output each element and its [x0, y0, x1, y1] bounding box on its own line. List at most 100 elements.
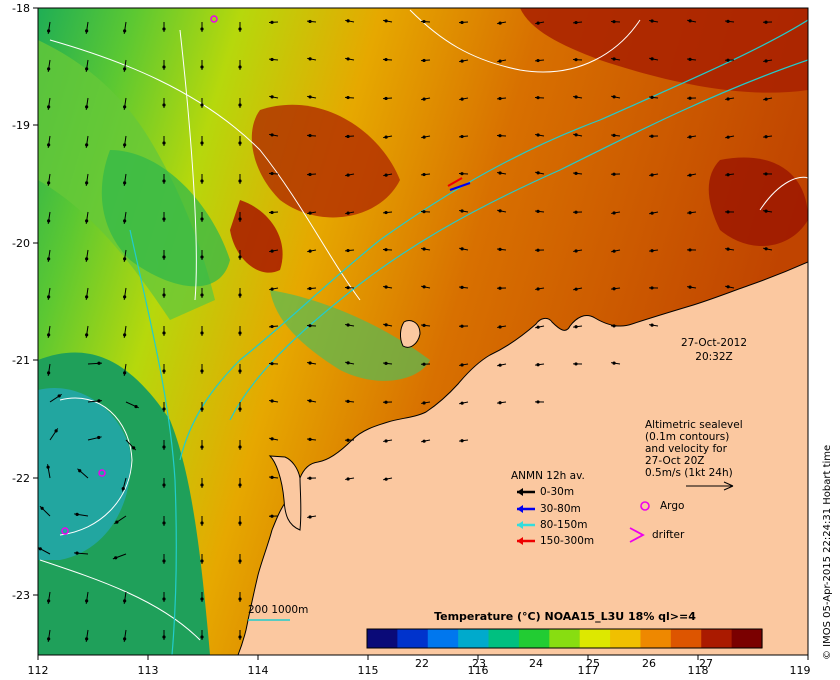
velocity-arrowhead	[726, 285, 730, 289]
x-tick-label: 119	[790, 664, 811, 677]
velocity-arrowhead	[47, 637, 51, 641]
velocity-arrowhead	[688, 248, 692, 252]
anmn-legend-item: 30-80m	[517, 503, 581, 515]
velocity-arrowhead	[308, 133, 312, 138]
velocity-arrowhead	[384, 135, 388, 139]
velocity-arrowhead	[498, 401, 502, 405]
y-tick-label: -21	[12, 354, 30, 367]
velocity-arrowhead	[308, 19, 312, 24]
velocity-arrowhead	[346, 399, 350, 403]
colorbar-tick-label: 22	[415, 657, 429, 670]
velocity-arrowhead	[422, 362, 426, 366]
velocity-arrowhead	[162, 559, 166, 563]
velocity-arrowhead	[764, 135, 768, 139]
velocity-arrowhead	[764, 172, 768, 176]
velocity-arrowhead	[460, 172, 464, 176]
altimetry-line: 0.5m/s (1kt 24h)	[645, 467, 733, 479]
velocity-arrowhead	[162, 103, 166, 107]
velocity-arrowhead	[200, 597, 204, 601]
velocity-arrowhead	[75, 551, 79, 555]
velocity-arrowhead	[47, 67, 51, 71]
velocity-arrowhead	[123, 295, 127, 299]
velocity-arrowhead	[384, 19, 388, 23]
anmn-arrow-red	[447, 177, 463, 187]
velocity-arrowhead	[270, 57, 274, 62]
velocity-arrowhead	[85, 637, 89, 641]
velocity-arrowhead	[460, 20, 464, 25]
y-tick-label: -20	[12, 237, 30, 250]
anmn-arrow-blue	[449, 182, 471, 191]
velocity-arrowhead	[123, 637, 127, 641]
velocity-arrowhead	[123, 219, 127, 223]
velocity-arrowhead	[270, 287, 274, 291]
velocity-arrowhead	[134, 404, 138, 409]
velocity-arrowhead	[612, 57, 616, 61]
velocity-arrowhead	[162, 217, 166, 221]
velocity-arrowhead	[162, 369, 166, 373]
velocity-arrowhead	[688, 173, 692, 177]
argo-legend-symbol	[640, 501, 650, 511]
velocity-arrowhead	[726, 97, 730, 101]
velocity-arrowhead	[238, 483, 242, 487]
velocity-arrowhead	[308, 249, 312, 253]
colorbar-swatch	[731, 629, 763, 648]
warm-patch-coastal	[230, 200, 283, 273]
velocity-arrowhead	[238, 255, 242, 259]
velocity-arrowhead	[78, 469, 82, 473]
velocity-arrowhead	[346, 286, 350, 290]
velocity-arrowhead	[200, 293, 204, 297]
velocity-arrowhead	[650, 95, 654, 99]
x-tick-label: 113	[138, 664, 159, 677]
anmn-legend-arrowhead	[517, 521, 523, 529]
velocity-arrowhead	[650, 57, 654, 61]
green-patch-central	[101, 150, 230, 287]
velocity-arrowhead	[162, 445, 166, 449]
velocity-arrowhead	[54, 429, 58, 433]
velocity-arrowhead	[238, 141, 242, 145]
velocity-arrowhead	[346, 323, 350, 327]
land-mass	[237, 261, 808, 655]
velocity-arrowhead	[270, 437, 274, 441]
x-tick-label: 117	[578, 664, 599, 677]
colorbar-swatch	[701, 629, 733, 648]
velocity-arrowhead	[498, 209, 502, 213]
colorbar-swatch	[458, 629, 490, 648]
velocity-arrowhead	[162, 407, 166, 411]
velocity-arrowhead	[238, 597, 242, 601]
velocity-arrowhead	[85, 599, 89, 603]
velocity-arrowhead	[422, 401, 426, 405]
velocity-arrowhead	[650, 286, 654, 290]
colorbar-tick-label: 27	[699, 657, 713, 670]
colorbar-swatch	[367, 629, 398, 648]
velocity-arrowhead	[238, 27, 242, 31]
barrow-island	[400, 320, 421, 348]
velocity-arrowhead	[162, 331, 166, 335]
anmn-legend: ANMN 12h av. 0-30m 30-80m 80-150m 150-30…	[511, 470, 594, 547]
velocity-arrowhead	[162, 141, 166, 145]
colorbar-swatch	[397, 629, 429, 648]
velocity-arrowhead	[162, 179, 166, 183]
velocity-arrowhead	[308, 57, 312, 61]
velocity-arrowhead	[726, 135, 730, 139]
velocity-arrowhead	[47, 371, 51, 375]
colorbar: Temperature (°C) NOAA15_L3U 18% ql>=4 22…	[366, 610, 763, 670]
altimetry-line: 27-Oct 20Z	[645, 455, 705, 467]
velocity-arrowhead	[200, 27, 204, 31]
velocity-arrowhead	[498, 21, 502, 25]
velocity-arrowhead	[346, 134, 350, 139]
velocity-arrowhead	[688, 19, 692, 23]
velocity-arrowhead	[47, 333, 51, 337]
velocity-arrowhead	[650, 173, 654, 177]
velocity-arrowhead	[47, 219, 51, 223]
velocity-arrowhead	[460, 401, 464, 405]
y-tick-label: -22	[12, 472, 30, 485]
drifter-legend-symbol	[629, 527, 645, 543]
velocity-arrowhead	[132, 446, 136, 450]
velocity-arrowhead	[422, 285, 426, 289]
velocity-arrowhead	[574, 58, 578, 62]
velocity-arrowhead	[536, 21, 540, 25]
velocity-arrowhead	[498, 134, 502, 138]
velocity-arrowhead	[238, 103, 242, 107]
velocity-arrowhead	[123, 257, 127, 261]
velocity-arrowhead	[162, 65, 166, 69]
